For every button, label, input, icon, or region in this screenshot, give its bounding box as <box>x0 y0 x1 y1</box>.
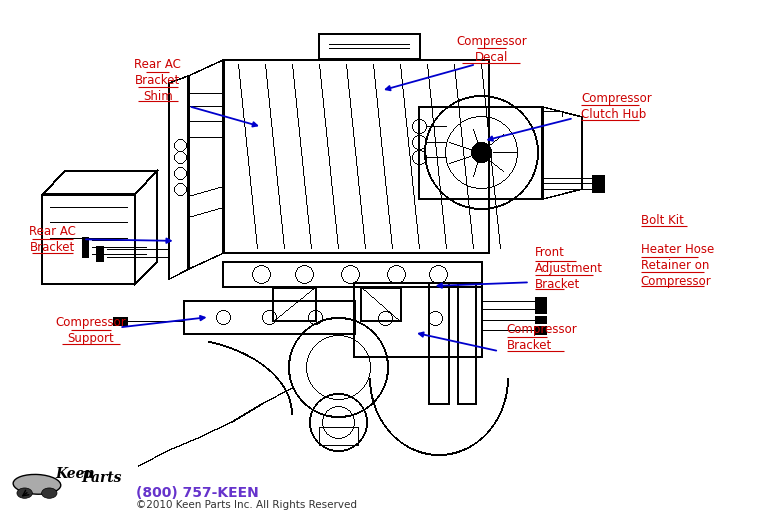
Text: Rear AC
Bracket
Shim: Rear AC Bracket Shim <box>135 58 181 103</box>
Text: (800) 757-KEEN: (800) 757-KEEN <box>136 486 258 500</box>
Text: Compressor
Clutch Hub: Compressor Clutch Hub <box>581 92 652 121</box>
Text: Compressor
Support: Compressor Support <box>55 316 126 345</box>
Ellipse shape <box>13 474 61 494</box>
Text: Rear AC
Bracket: Rear AC Bracket <box>29 225 75 254</box>
Text: Heater Hose
Retainer on
Compressor: Heater Hose Retainer on Compressor <box>641 243 714 287</box>
Text: Parts: Parts <box>81 471 121 485</box>
Circle shape <box>42 488 57 498</box>
Text: ©2010 Keen Parts Inc. All Rights Reserved: ©2010 Keen Parts Inc. All Rights Reserve… <box>136 499 357 510</box>
Text: Front
Adjustment
Bracket: Front Adjustment Bracket <box>535 246 603 291</box>
Text: Keen: Keen <box>55 467 95 481</box>
Text: Compressor
Decal: Compressor Decal <box>456 35 527 64</box>
Text: Bolt Kit: Bolt Kit <box>641 213 684 227</box>
Text: Compressor
Bracket: Compressor Bracket <box>507 323 578 352</box>
Circle shape <box>17 488 32 498</box>
